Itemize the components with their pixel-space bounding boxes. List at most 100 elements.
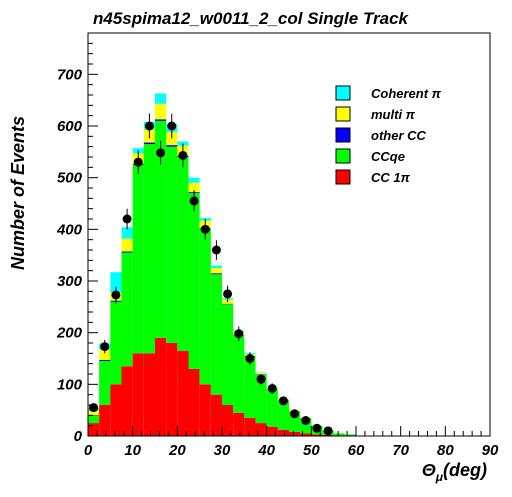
x-tick-label: 90: [482, 442, 499, 459]
y-tick-label: 400: [56, 221, 83, 238]
x-tick-label: 40: [257, 442, 275, 459]
bar-cc-1: [233, 412, 245, 436]
bar-coherent: [188, 177, 200, 183]
bar-coherent: [255, 372, 267, 373]
bar-coherent: [110, 272, 122, 293]
legend-swatch-cc-1: [335, 169, 351, 185]
data-point: [122, 214, 132, 224]
data-point: [245, 354, 255, 363]
x-tick-label: 50: [303, 442, 320, 459]
bar-ccqe: [88, 415, 100, 424]
y-tick-label: 300: [57, 273, 83, 290]
bar-ccqe: [222, 304, 234, 405]
bar-ccqe: [155, 120, 167, 338]
bar-cc-1: [222, 405, 234, 436]
x-axis-symbol: Θ: [422, 460, 436, 480]
bar-multi: [155, 103, 167, 120]
bar-ccqe: [99, 361, 111, 405]
data-point: [189, 196, 199, 206]
bar-cc-1: [188, 368, 200, 436]
legend-swatch-coherent: [335, 85, 351, 101]
bar-coherent: [210, 265, 222, 269]
bar-cc-1: [300, 433, 312, 436]
bar-ccqe: [132, 164, 144, 354]
bar-cc-1: [199, 384, 211, 436]
bar-cc-1: [177, 350, 189, 436]
bar-cc-1: [121, 366, 133, 436]
bar-ccqe: [110, 301, 122, 385]
bar-ccqe: [143, 144, 155, 354]
bar-cc-1: [88, 423, 100, 436]
y-tick-label: 700: [57, 66, 83, 83]
bar-ccqe: [121, 252, 133, 367]
bar-multi: [121, 238, 133, 252]
data-point: [100, 342, 110, 352]
y-tick-label: 100: [57, 376, 83, 393]
data-point: [278, 396, 288, 406]
bar-other-cc: [121, 251, 133, 253]
bar-ccqe: [199, 229, 211, 385]
y-tick-label: 200: [56, 325, 83, 342]
legend: Coherent π multi π other CC CCqe CC 1π: [335, 85, 442, 185]
bar-cc-1: [143, 353, 155, 436]
legend-swatch-other-cc: [335, 127, 351, 143]
bar-ccqe: [344, 434, 356, 436]
bar-other-cc: [99, 360, 111, 362]
x-tick-label: 30: [214, 442, 231, 459]
x-tick-label: 10: [124, 442, 141, 459]
bar-cc-1: [322, 434, 334, 436]
bar-multi: [99, 349, 111, 361]
bar-other-cc: [166, 145, 178, 147]
bar-cc-1: [155, 337, 167, 436]
x-tick-label: 0: [84, 442, 93, 459]
bar-ccqe: [210, 274, 222, 395]
x-tick-label: 20: [168, 442, 186, 459]
bar-ccqe: [277, 399, 289, 430]
plot-frame: [87, 32, 491, 437]
x-tick-label: 60: [348, 442, 365, 459]
bar-cc-1: [99, 405, 111, 436]
data-point: [290, 409, 300, 419]
bar-other-cc: [155, 119, 167, 121]
bar-coherent: [155, 93, 167, 104]
data-point: [256, 374, 266, 384]
bar-ccqe: [244, 356, 256, 418]
bar-ccqe: [188, 193, 200, 369]
data-point: [267, 383, 277, 393]
bar-cc-1: [311, 434, 323, 436]
data-point: [133, 157, 143, 167]
bar-multi: [88, 410, 100, 415]
y-tick-label: 600: [57, 118, 83, 135]
bar-cc-1: [266, 426, 278, 436]
bar-other-cc: [222, 303, 234, 305]
bar-cc-1: [277, 429, 289, 436]
legend-label-other-cc: other CC: [371, 128, 427, 143]
bar-ccqe: [177, 157, 189, 351]
bar-multi: [188, 182, 200, 193]
bar-cc-1: [132, 353, 144, 436]
bar-multi: [255, 372, 267, 375]
data-point: [200, 224, 210, 234]
x-tick-label: 80: [437, 442, 454, 459]
chart-title: n45spima12_w0011_2_col Single Track: [93, 9, 410, 28]
legend-label-ccqe: CCqe: [371, 149, 405, 164]
data-point: [144, 121, 154, 131]
data-point: [211, 245, 221, 255]
legend-swatch-ccqe: [335, 148, 351, 164]
bar-ccqe: [266, 388, 278, 427]
bar-cc-1: [110, 384, 122, 436]
y-axis-title: Number of Events: [8, 116, 28, 270]
x-axis-title: Θμ(deg): [422, 460, 487, 484]
bar-cc-1: [244, 417, 256, 436]
data-point: [167, 121, 177, 131]
data-point: [111, 290, 121, 300]
bar-ccqe: [300, 417, 312, 434]
bar-ccqe: [255, 375, 267, 424]
data-point: [301, 416, 311, 425]
legend-swatch-multi: [335, 106, 351, 122]
bar-other-cc: [143, 142, 155, 145]
bar-ccqe: [166, 146, 178, 343]
data-point: [89, 403, 99, 413]
data-point: [323, 426, 333, 436]
